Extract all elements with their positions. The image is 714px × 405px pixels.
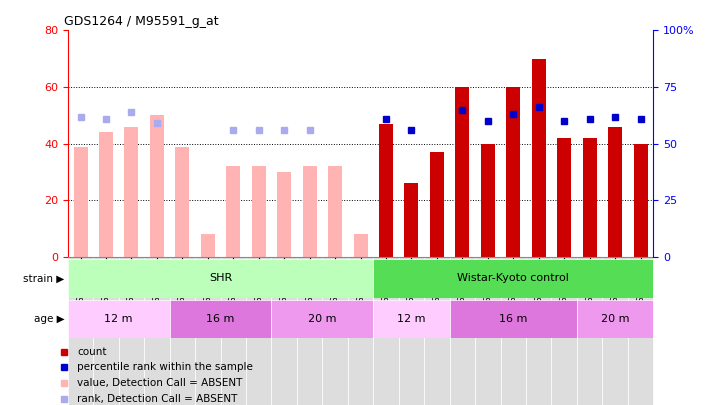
Text: 16 m: 16 m	[206, 314, 235, 324]
Bar	[373, 300, 450, 338]
Bar	[577, 300, 653, 338]
Text: 12 m: 12 m	[397, 314, 426, 324]
Bar	[68, 300, 170, 338]
Text: Wistar-Kyoto control: Wistar-Kyoto control	[458, 273, 569, 283]
Bar	[74, 147, 88, 257]
Bar	[373, 257, 398, 405]
Bar	[348, 257, 373, 405]
Bar	[271, 257, 297, 405]
Text: 16 m: 16 m	[499, 314, 528, 324]
Bar	[226, 166, 241, 257]
Bar	[195, 257, 221, 405]
Text: age ▶: age ▶	[34, 314, 64, 324]
Bar	[68, 257, 94, 405]
Text: 20 m: 20 m	[308, 314, 336, 324]
Bar	[583, 138, 597, 257]
Bar	[501, 257, 526, 405]
Bar	[328, 166, 342, 257]
Bar	[271, 300, 373, 338]
Bar	[150, 115, 164, 257]
Text: SHR: SHR	[209, 273, 232, 283]
Bar	[144, 257, 170, 405]
Bar	[353, 234, 368, 257]
Bar	[608, 127, 622, 257]
Bar	[176, 147, 189, 257]
Bar	[170, 300, 271, 338]
Text: value, Detection Call = ABSENT: value, Detection Call = ABSENT	[77, 378, 243, 388]
Bar	[633, 144, 648, 257]
Bar	[119, 257, 144, 405]
Bar	[297, 257, 323, 405]
Bar	[277, 172, 291, 257]
Text: GDS1264 / M95591_g_at: GDS1264 / M95591_g_at	[64, 15, 219, 28]
Bar	[557, 138, 571, 257]
Bar	[404, 183, 418, 257]
Bar	[323, 257, 348, 405]
Bar	[124, 127, 139, 257]
Text: percentile rank within the sample: percentile rank within the sample	[77, 362, 253, 372]
Bar	[551, 257, 577, 405]
Bar	[430, 152, 444, 257]
Bar	[506, 87, 521, 257]
Bar	[246, 257, 271, 405]
Bar	[628, 257, 653, 405]
Text: 20 m: 20 m	[601, 314, 629, 324]
Bar	[577, 257, 603, 405]
Bar	[99, 132, 113, 257]
Bar	[201, 234, 215, 257]
Text: rank, Detection Call = ABSENT: rank, Detection Call = ABSENT	[77, 394, 238, 404]
Bar	[603, 257, 628, 405]
Bar	[526, 257, 551, 405]
Bar	[475, 257, 501, 405]
Bar	[252, 166, 266, 257]
Bar	[481, 144, 495, 257]
Text: 12 m: 12 m	[104, 314, 133, 324]
Bar	[450, 300, 577, 338]
Bar	[424, 257, 450, 405]
Bar	[221, 257, 246, 405]
Text: strain ▶: strain ▶	[23, 273, 64, 283]
Bar	[532, 59, 545, 257]
Bar	[303, 166, 317, 257]
Bar	[68, 259, 373, 298]
Bar	[456, 87, 469, 257]
Bar	[379, 124, 393, 257]
Bar	[373, 259, 653, 298]
Bar	[94, 257, 119, 405]
Bar	[450, 257, 475, 405]
Bar	[170, 257, 195, 405]
Text: count: count	[77, 347, 107, 357]
Bar	[398, 257, 424, 405]
